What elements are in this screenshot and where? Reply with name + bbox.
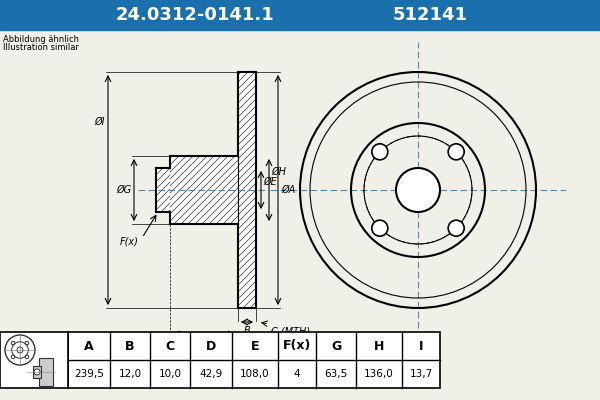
Text: ØH: ØH bbox=[271, 167, 286, 177]
Text: 4: 4 bbox=[293, 369, 301, 379]
Text: ØA: ØA bbox=[281, 185, 295, 195]
Text: 63,5: 63,5 bbox=[325, 369, 347, 379]
Circle shape bbox=[372, 144, 388, 160]
Text: 13,7: 13,7 bbox=[409, 369, 433, 379]
Text: D: D bbox=[206, 340, 216, 352]
Text: 108,0: 108,0 bbox=[240, 369, 270, 379]
Text: 42,9: 42,9 bbox=[199, 369, 223, 379]
Text: Illustration similar: Illustration similar bbox=[3, 43, 79, 52]
Text: ØI: ØI bbox=[95, 117, 105, 127]
Text: 239,5: 239,5 bbox=[74, 369, 104, 379]
Bar bbox=[68, 332, 440, 388]
Text: F(x): F(x) bbox=[120, 237, 139, 247]
Text: I: I bbox=[419, 340, 423, 352]
Text: ØG: ØG bbox=[116, 185, 131, 195]
Circle shape bbox=[17, 347, 23, 353]
Text: F(x): F(x) bbox=[283, 340, 311, 352]
Bar bbox=[0, 332, 68, 388]
Text: C: C bbox=[166, 340, 175, 352]
Text: H: H bbox=[374, 340, 384, 352]
Circle shape bbox=[448, 220, 464, 236]
Circle shape bbox=[448, 144, 464, 160]
Bar bbox=[39, 358, 53, 386]
Circle shape bbox=[34, 369, 40, 375]
Text: 12,0: 12,0 bbox=[118, 369, 142, 379]
Text: B: B bbox=[244, 326, 250, 336]
Text: G: G bbox=[331, 340, 341, 352]
Text: 10,0: 10,0 bbox=[158, 369, 182, 379]
Bar bbox=[238, 72, 256, 308]
Text: B: B bbox=[125, 340, 135, 352]
Text: C (MTH): C (MTH) bbox=[271, 326, 310, 336]
Text: E: E bbox=[251, 340, 259, 352]
Bar bbox=[0, 0, 600, 30]
Text: 24.0312-0141.1: 24.0312-0141.1 bbox=[116, 6, 274, 24]
Bar bbox=[33, 366, 41, 378]
Text: A: A bbox=[84, 340, 94, 352]
Text: 136,0: 136,0 bbox=[364, 369, 394, 379]
Text: Abbildung ähnlich: Abbildung ähnlich bbox=[3, 35, 79, 44]
Text: D: D bbox=[200, 338, 208, 348]
Text: 512141: 512141 bbox=[392, 6, 467, 24]
Text: ØE: ØE bbox=[263, 177, 277, 187]
Circle shape bbox=[396, 168, 440, 212]
Bar bbox=[156, 168, 170, 212]
Bar bbox=[170, 156, 238, 224]
Circle shape bbox=[372, 220, 388, 236]
